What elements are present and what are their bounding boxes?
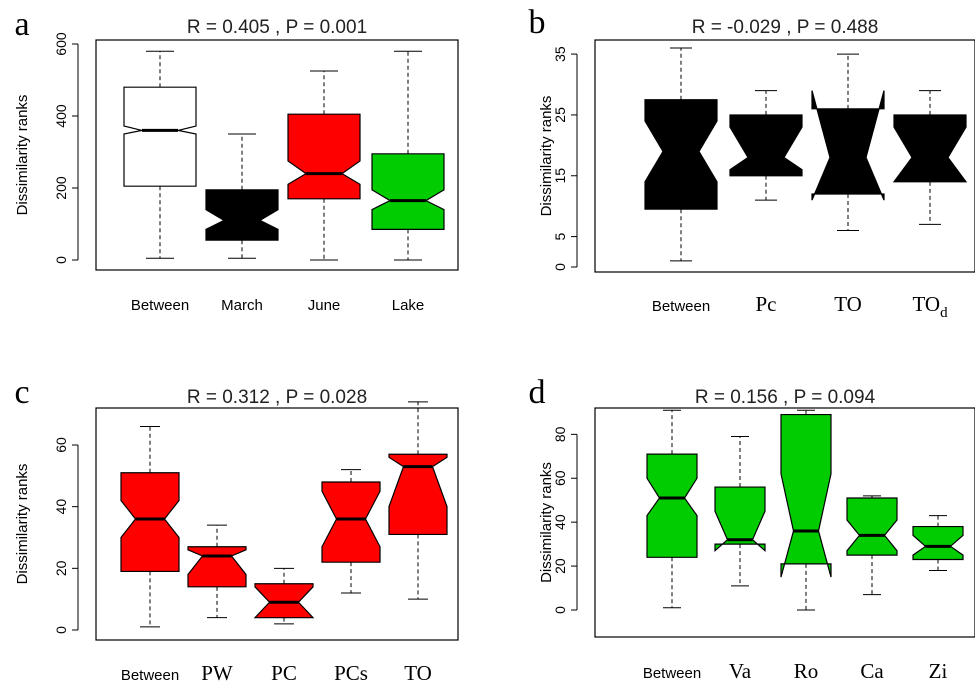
category-label: Ca	[860, 659, 884, 683]
box-body	[729, 114, 803, 177]
y-axis-label: Dissimilarity ranks	[14, 95, 31, 216]
box-between: Between	[120, 426, 180, 684]
y-tick-label: 60	[53, 437, 69, 453]
panel-letter: d	[529, 374, 546, 411]
y-tick-label: 25	[552, 107, 568, 123]
box-va: Va	[714, 436, 766, 683]
y-tick-label: 80	[552, 426, 568, 442]
box-pc: PC	[253, 567, 315, 685]
category-label: Between	[643, 665, 701, 682]
category-label: TO	[404, 661, 432, 685]
chart-title: R = -0.029 , P = 0.488	[692, 17, 879, 38]
box-body	[912, 525, 964, 561]
box-march: March	[205, 133, 279, 314]
box-body	[644, 99, 718, 210]
panel-c: c R = 0.312 , P = 0.028 0 20 40 60 Dissimilari…	[14, 374, 459, 685]
y-tick-label: 35	[552, 46, 568, 62]
category-label: Between	[131, 297, 189, 314]
panel-b: b R = -0.029 , P = 0.488 0 5 15 25 35 Dissimila…	[529, 4, 975, 321]
box-body	[371, 153, 445, 230]
plot-frame	[95, 39, 459, 271]
category-label: June	[308, 297, 341, 314]
box-between: Between	[643, 409, 701, 682]
y-tick-label: 0	[53, 626, 69, 634]
y-tick-label: 15	[552, 168, 568, 184]
category-label: March	[221, 297, 263, 314]
box-body	[780, 413, 832, 578]
box-between: Between	[644, 47, 718, 315]
category-label: TO	[834, 292, 862, 316]
y-tick-label: 600	[53, 32, 69, 56]
category-label: PCs	[334, 661, 368, 685]
box-body	[714, 486, 766, 553]
y-axis-label: Dissimilarity ranks	[538, 462, 555, 583]
plot-frame	[594, 39, 975, 273]
panel-letter: b	[529, 4, 546, 41]
box-body	[120, 472, 180, 573]
box-body	[892, 114, 968, 183]
y-axis-label: Dissimilarity ranks	[538, 96, 555, 217]
panel-d: d R = 0.156 , P = 0.094 0 20 40 60 80 Dissimila…	[529, 374, 975, 683]
category-label: Between	[652, 298, 710, 315]
box-body	[321, 481, 381, 563]
category-label: Zi	[929, 659, 948, 683]
y-tick-label: 20	[53, 560, 69, 576]
box-body	[205, 189, 279, 241]
plot-frame	[95, 407, 459, 641]
box-body	[123, 86, 197, 187]
y-tick-label: 200	[53, 176, 69, 200]
box-lake: Lake	[371, 50, 445, 314]
box-body	[846, 497, 898, 556]
box-zi: Zi	[912, 515, 964, 683]
y-tick-label: 0	[53, 256, 69, 264]
y-tick-label: 5	[552, 232, 568, 240]
panel-letter: a	[14, 6, 29, 43]
box-june: June	[287, 70, 361, 314]
chart-title: R = 0.156 , P = 0.094	[695, 387, 876, 408]
y-tick-label: 0	[552, 606, 568, 614]
category-label-subscript: d	[940, 305, 948, 321]
y-tick-label: 60	[552, 470, 568, 486]
y-tick-label: 40	[552, 514, 568, 530]
box-ro: Ro	[780, 409, 832, 683]
box-pcs: PCs	[321, 469, 381, 685]
category-label: Ro	[794, 659, 819, 683]
panel-letter: c	[14, 374, 29, 411]
chart-title: R = 0.405 , P = 0.001	[187, 17, 367, 38]
box-body	[253, 583, 315, 619]
box-to-d: TOd	[892, 90, 968, 321]
category-label: PC	[271, 661, 297, 685]
box-pw: PW	[187, 524, 247, 685]
category-label: Pc	[756, 292, 777, 316]
box-body	[287, 113, 361, 200]
box-to: TO	[811, 53, 885, 316]
y-tick-label: 400	[53, 104, 69, 128]
box-body	[811, 90, 885, 201]
box-body	[646, 453, 698, 558]
category-label: PW	[201, 661, 233, 685]
category-label: Lake	[392, 297, 425, 314]
y-axis-label: Dissimilarity ranks	[14, 464, 31, 585]
box-to: TO	[388, 401, 448, 685]
box-ca: Ca	[846, 495, 898, 683]
category-label: Between	[121, 667, 179, 684]
y-tick-label: 40	[53, 499, 69, 515]
box-body	[388, 453, 448, 536]
category-label: Va	[729, 659, 752, 683]
y-tick-label: 0	[552, 263, 568, 271]
box-pc: Pc	[729, 90, 803, 316]
y-tick-label: 20	[552, 558, 568, 574]
box-body	[187, 546, 247, 588]
chart-title: R = 0.312 , P = 0.028	[187, 387, 367, 408]
box-between: Between	[123, 50, 197, 314]
plot-frame	[594, 407, 975, 638]
panel-a: a R = 0.405 , P = 0.001 0 200 400 600 Dissimil…	[14, 6, 459, 314]
category-label: TOd	[912, 292, 948, 321]
